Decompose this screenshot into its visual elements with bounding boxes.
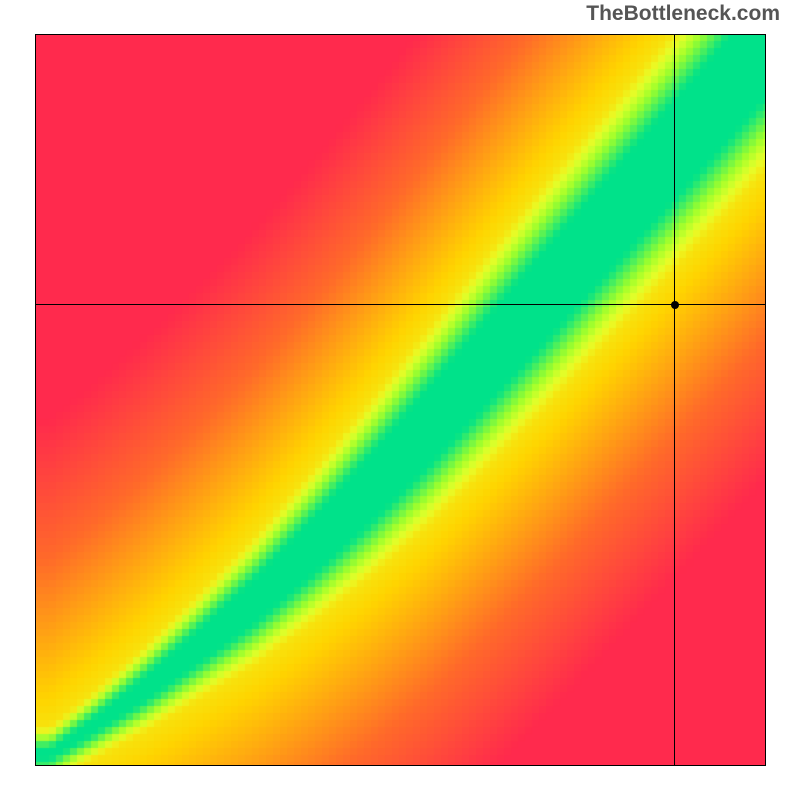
bottleneck-heatmap <box>35 34 766 766</box>
crosshair-horizontal-line <box>35 304 766 305</box>
crosshair-marker-dot <box>671 301 679 309</box>
chart-border-left <box>35 34 36 766</box>
chart-border-right <box>765 34 766 766</box>
watermark-text: TheBottleneck.com <box>586 2 780 26</box>
crosshair-vertical-line <box>674 34 675 766</box>
chart-border-top <box>35 34 766 35</box>
chart-border-bottom <box>35 765 766 766</box>
